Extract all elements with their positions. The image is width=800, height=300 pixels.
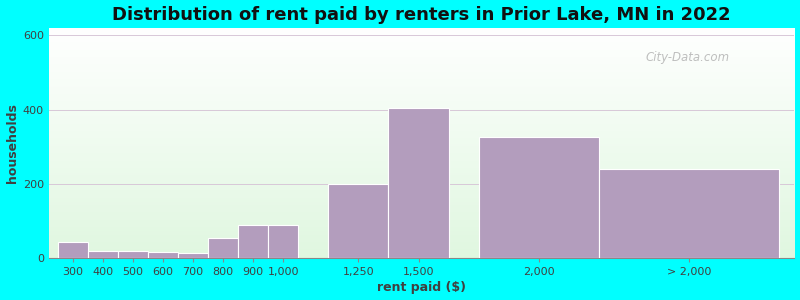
Bar [178,253,208,258]
Bar [389,108,449,258]
Bar [208,238,238,258]
Bar [58,242,88,258]
Bar [148,252,178,258]
Bar [478,137,599,258]
Bar [238,225,268,258]
Text: City-Data.com: City-Data.com [646,51,730,64]
Bar [88,251,118,258]
Title: Distribution of rent paid by renters in Prior Lake, MN in 2022: Distribution of rent paid by renters in … [112,6,731,24]
Y-axis label: households: households [6,103,18,183]
Bar [328,184,389,258]
X-axis label: rent paid ($): rent paid ($) [377,281,466,294]
Bar [268,225,298,258]
Bar [118,251,148,258]
Bar [599,169,779,258]
